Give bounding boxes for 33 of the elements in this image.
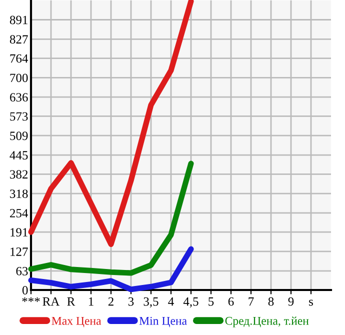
x-tick-label: 3,5 [144,297,158,308]
y-tick-label: 127 [10,248,28,256]
legend-label: Min Цена [139,316,187,328]
y-tick-label: 509 [10,132,28,140]
x-tick-label: 2 [108,297,114,306]
y-tick-label: 445 [10,151,28,160]
y-tick-label: 827 [10,35,28,44]
y-tick-label: 318 [10,190,28,198]
y-tick-label: 382 [10,170,28,179]
x-tick-label: 3 [128,297,134,306]
x-tick-label: RA [42,297,60,306]
x-tick-label: s [309,300,313,306]
x-tick-label: 9 [288,297,294,306]
y-tick-label: 254 [10,209,28,218]
x-tick-label: 4,5 [183,297,198,308]
legend-label: Max Цена [52,316,102,328]
x-tick-label: 8 [268,297,274,306]
x-tick-label: 4 [168,297,174,306]
y-tick-label: 573 [10,112,28,121]
y-tick-label: 191 [10,228,28,237]
y-tick-label: 891 [10,16,28,24]
x-tick-label: 1 [88,297,94,306]
x-tick-label: 7 [248,297,254,306]
y-tick-label: 63 [16,266,28,276]
x-tick-label: 5 [208,297,214,306]
y-tick-label: 700 [10,74,28,82]
x-tick-label: 6 [228,297,234,306]
y-tick-label: 764 [10,54,28,63]
x-tick-label: *** [22,297,40,302]
y-tick-label: 0 [22,286,28,294]
y-tick-label: 636 [10,93,28,102]
x-tick-label: R [67,297,76,306]
legend-label: Сред.Цена, т.йен [225,316,309,328]
